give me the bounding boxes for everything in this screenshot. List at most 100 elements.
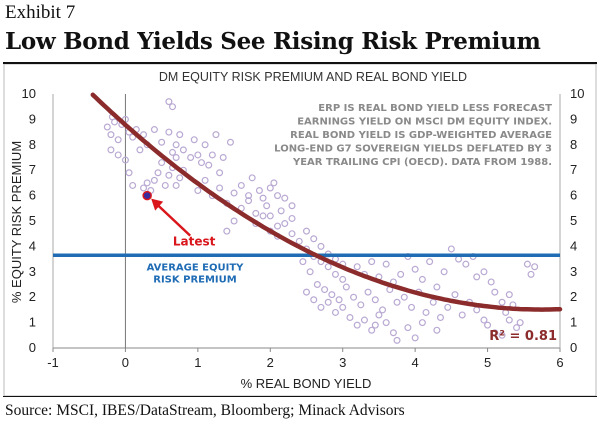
x-tick-label: 5 (484, 355, 491, 370)
data-point (274, 222, 282, 230)
data-point (375, 311, 383, 319)
chart-frame (3, 64, 597, 396)
data-point (281, 220, 289, 228)
data-point (172, 153, 180, 161)
data-point (516, 319, 524, 327)
data-point (433, 283, 441, 291)
average-line-label: AVERAGE EQUITY (147, 262, 245, 273)
data-point (324, 298, 332, 306)
y-tick-label-left: 1 (29, 315, 36, 330)
data-point (237, 181, 245, 189)
data-point (288, 214, 296, 222)
data-point (346, 314, 354, 322)
y-axis-label: % EQUITY RISK PREMIUM (9, 141, 24, 303)
data-point (389, 329, 397, 337)
exhibit-label: Exhibit 7 (5, 2, 76, 23)
data-point (310, 235, 318, 243)
data-point (426, 258, 434, 266)
y-tick-label-right: 5 (570, 213, 577, 228)
latest-point (142, 190, 152, 201)
latest-arrow-head (151, 198, 164, 211)
data-point (255, 187, 263, 195)
data-point (324, 263, 332, 271)
data-point (357, 301, 365, 309)
data-point (353, 263, 361, 271)
data-point (114, 136, 122, 144)
data-point (140, 184, 148, 192)
data-point (223, 227, 231, 235)
data-point (462, 260, 470, 268)
data-point (212, 131, 220, 139)
data-point (491, 329, 499, 337)
x-tick-label: 4 (412, 355, 419, 370)
data-point (169, 103, 177, 111)
y-tick-label-right: 1 (570, 315, 577, 330)
data-point (274, 192, 282, 200)
x-tick-label: 6 (556, 355, 563, 370)
data-point (165, 98, 173, 106)
data-point (505, 316, 513, 324)
data-point (404, 324, 412, 332)
data-point (121, 156, 129, 164)
data-point (328, 291, 336, 299)
data-point (527, 270, 535, 278)
x-tick-label: 1 (194, 355, 201, 370)
data-point (129, 181, 137, 189)
data-point (219, 153, 227, 161)
data-point (379, 306, 387, 314)
data-point (447, 245, 455, 253)
chart-title: DM EQUITY RISK PREMIUM AND REAL BOND YIE… (159, 70, 467, 84)
data-point (400, 293, 408, 301)
data-point (270, 179, 278, 187)
data-point (473, 273, 481, 281)
data-point (342, 283, 350, 291)
y-tick-label-right: 9 (570, 111, 577, 126)
data-point (194, 151, 202, 159)
data-point (331, 270, 339, 278)
chart-axes: 0 0 1 1 2 2 3 3 4 4 5 5 6 6 7 7 8 8 9 9 10 10 -1 0 1 2 3 4 5 6 (22, 86, 585, 370)
data-point (397, 270, 405, 278)
data-point (299, 258, 307, 266)
data-point (498, 298, 506, 306)
data-point (158, 138, 166, 146)
data-point (484, 321, 492, 329)
data-point (165, 171, 173, 179)
x-tick-label: 3 (339, 355, 346, 370)
data-point (480, 268, 488, 276)
data-point (451, 291, 459, 299)
data-point (140, 131, 148, 139)
data-point (111, 118, 119, 126)
x-axis-label: % REAL BOND YIELD (241, 376, 372, 391)
data-point (263, 202, 271, 210)
data-point (393, 298, 401, 306)
data-point (281, 194, 289, 202)
data-point (408, 303, 416, 311)
chart-note-line: REAL BOND YIELD IS GDP-WEIGHTED AVERAGE (290, 130, 552, 141)
chart-note-line: YEAR TRAILING CPI (OECD). DATA FROM 1988… (292, 157, 552, 168)
y-tick-label-right: 8 (570, 137, 577, 152)
data-point (505, 291, 513, 299)
data-point (288, 202, 296, 210)
y-tick-label-right: 6 (570, 188, 577, 203)
y-tick-label-right: 7 (570, 162, 577, 177)
chart-points (103, 98, 539, 344)
chart-note-line: LONG-END G7 SOVEREIGN YIELDS DEFLATED BY… (274, 144, 552, 155)
data-point (335, 296, 343, 304)
data-point (317, 303, 325, 311)
data-point (371, 296, 379, 304)
data-point (230, 217, 238, 225)
data-point (433, 326, 441, 334)
y-tick-label-left: 2 (29, 289, 36, 304)
data-point (339, 303, 347, 311)
data-point (143, 179, 151, 187)
data-point (368, 326, 376, 334)
y-tick-label-left: 3 (29, 264, 36, 279)
data-point (252, 209, 260, 217)
y-tick-label-right: 4 (570, 238, 577, 253)
data-point (172, 181, 180, 189)
data-point (487, 278, 495, 286)
data-point (176, 174, 184, 182)
average-line-label: RISK PREMIUM (153, 274, 237, 285)
data-point (187, 153, 195, 161)
